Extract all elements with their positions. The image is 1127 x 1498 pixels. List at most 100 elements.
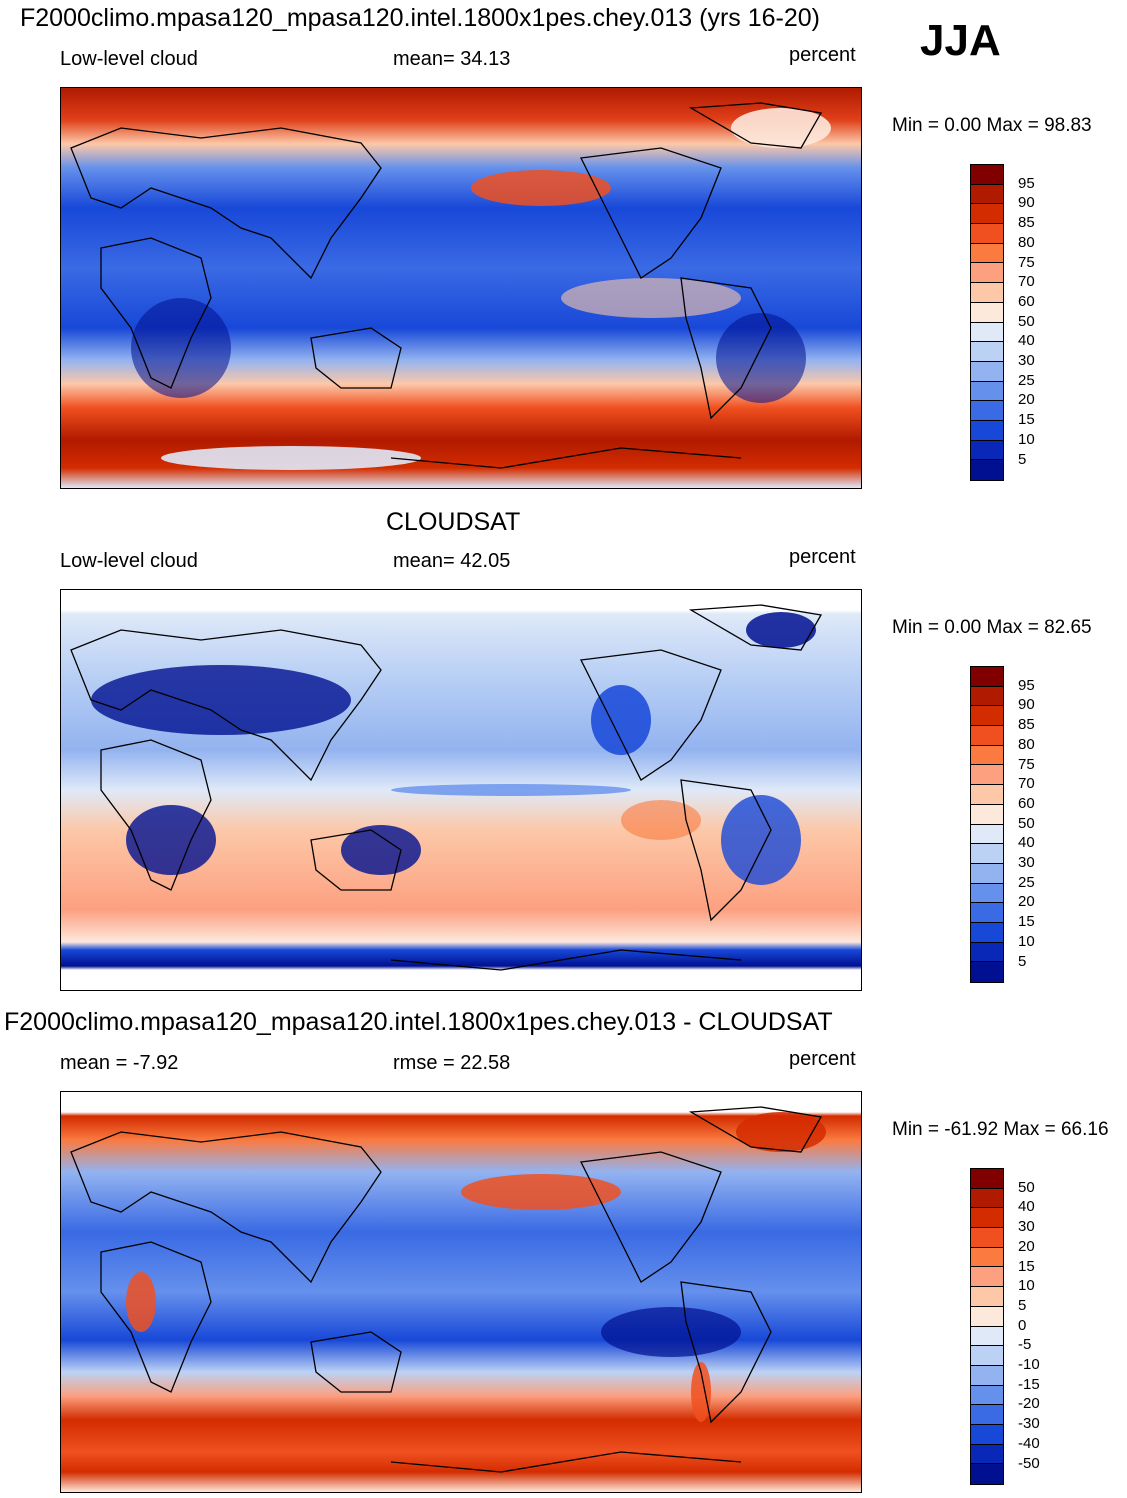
colorbar-tick-label: 20 [1018, 391, 1035, 409]
panel2-variable-label: Low-level cloud [60, 550, 198, 572]
colorbar-swatch [971, 440, 1003, 461]
colorbar-swatch [971, 204, 1003, 225]
colorbar-swatch [971, 686, 1003, 707]
colorbar-swatch [971, 1464, 1003, 1484]
panel3-rmse-label: rmse = 22.58 [393, 1052, 511, 1074]
colorbar-tick-label: -30 [1018, 1415, 1040, 1433]
panel2-itcz [391, 784, 631, 796]
colorbar-swatch [971, 184, 1003, 205]
panel1-units-label: percent [789, 44, 856, 66]
panel1-header: F2000climo.mpasa120_mpasa120.intel.1800x… [20, 4, 821, 32]
colorbar-tick-label: 95 [1018, 174, 1035, 192]
panel2-map [60, 589, 862, 991]
colorbar-swatch [971, 1188, 1003, 1209]
panel1-colorbar [970, 164, 1004, 481]
colorbar-swatch [971, 667, 1003, 687]
colorbar-tick-label: -50 [1018, 1454, 1040, 1472]
colorbar-swatch [971, 706, 1003, 727]
panel2-colorbar [970, 666, 1004, 983]
panel3-units-label: percent [789, 1048, 856, 1070]
panel1-minmax-label: Min = 0.00 Max = 98.83 [892, 115, 1092, 136]
colorbar-tick-label: -15 [1018, 1375, 1040, 1393]
colorbar-swatch [971, 804, 1003, 825]
panel1-greenland [731, 108, 831, 148]
colorbar-swatch [971, 460, 1003, 480]
colorbar-tick-label: 15 [1018, 1257, 1035, 1275]
colorbar-swatch [971, 1247, 1003, 1268]
colorbar-tick-label: 95 [1018, 676, 1035, 694]
colorbar-tick-label: 25 [1018, 873, 1035, 891]
colorbar-swatch [971, 302, 1003, 323]
panel3-africa-positive [126, 1272, 156, 1332]
colorbar-swatch [971, 1385, 1003, 1406]
colorbar-tick-label: 70 [1018, 273, 1035, 291]
panel2-coastlines [70, 604, 823, 971]
colorbar-swatch [971, 1346, 1003, 1366]
colorbar-tick-label: 70 [1018, 775, 1035, 793]
colorbar-tick-label: 20 [1018, 1237, 1035, 1255]
panel2-map-svg [61, 590, 861, 990]
colorbar-tick-label: 90 [1018, 194, 1035, 212]
colorbar-swatch [971, 1306, 1003, 1327]
panel1-field [61, 88, 861, 488]
colorbar-swatch [971, 342, 1003, 362]
colorbar-swatch [971, 1287, 1003, 1307]
colorbar-tick-label: 5 [1018, 1296, 1027, 1314]
colorbar-swatch [971, 922, 1003, 943]
colorbar-tick-label: -5 [1018, 1336, 1032, 1354]
colorbar-tick-label: 60 [1018, 794, 1035, 812]
colorbar-tick-label: 75 [1018, 755, 1035, 773]
colorbar-swatch [971, 1405, 1003, 1425]
colorbar-swatch [971, 224, 1003, 244]
season-label: JJA [920, 16, 1001, 65]
colorbar-swatch [971, 863, 1003, 884]
panel2-africa-low [126, 805, 216, 875]
panel2-samerica-low [721, 795, 801, 885]
colorbar-tick-label: 80 [1018, 233, 1035, 251]
panel1-variable-label: Low-level cloud [60, 48, 198, 70]
colorbar-swatch [971, 726, 1003, 746]
panel1-coastlines [70, 102, 823, 469]
colorbar-swatch [971, 401, 1003, 421]
panel2-australia-low [341, 825, 421, 875]
colorbar-swatch [971, 1169, 1003, 1189]
colorbar-tick-label: 5 [1018, 952, 1027, 970]
colorbar-swatch [971, 361, 1003, 382]
panel3-map-svg [61, 1092, 861, 1492]
colorbar-tick-label: 25 [1018, 371, 1035, 389]
colorbar-swatch [971, 745, 1003, 766]
panel3-map [60, 1091, 862, 1493]
colorbar-tick-label: 85 [1018, 214, 1035, 232]
colorbar-swatch [971, 420, 1003, 441]
colorbar-swatch [971, 883, 1003, 904]
colorbar-tick-label: 80 [1018, 735, 1035, 753]
colorbar-tick-label: 50 [1018, 1178, 1035, 1196]
colorbar-swatch [971, 824, 1003, 845]
colorbar-tick-label: 75 [1018, 253, 1035, 271]
panel3-field [61, 1092, 861, 1492]
colorbar-swatch [971, 942, 1003, 963]
panel3-mean-label: mean = -7.92 [60, 1052, 179, 1074]
colorbar-tick-label: 5 [1018, 450, 1027, 468]
colorbar-tick-label: 10 [1018, 932, 1035, 950]
colorbar-swatch [971, 765, 1003, 786]
colorbar-tick-label: 10 [1018, 430, 1035, 448]
panel1-mean-label: mean= 34.13 [393, 48, 511, 70]
colorbar-swatch [971, 243, 1003, 264]
panel1-map-svg [61, 88, 861, 488]
panel2-namerica-low [591, 685, 651, 755]
colorbar-tick-label: 40 [1018, 332, 1035, 350]
panel3-sepacific-negative [601, 1307, 741, 1357]
panel1-antarctic-edge [161, 446, 421, 470]
panel3-header: F2000climo.mpasa120_mpasa120.intel.1800x… [4, 1008, 833, 1036]
colorbar-swatch [971, 1208, 1003, 1229]
colorbar-swatch [971, 283, 1003, 303]
colorbar-tick-label: 30 [1018, 352, 1035, 369]
panel1-map [60, 87, 862, 489]
colorbar-tick-label: -20 [1018, 1395, 1040, 1413]
panel1-npacific-stratus [471, 170, 611, 206]
panel1-samerica-low [716, 313, 806, 403]
colorbar-tick-label: 30 [1018, 1218, 1035, 1236]
colorbar-tick-label: 10 [1018, 1277, 1035, 1295]
panel3-npacific-positive [461, 1174, 621, 1210]
